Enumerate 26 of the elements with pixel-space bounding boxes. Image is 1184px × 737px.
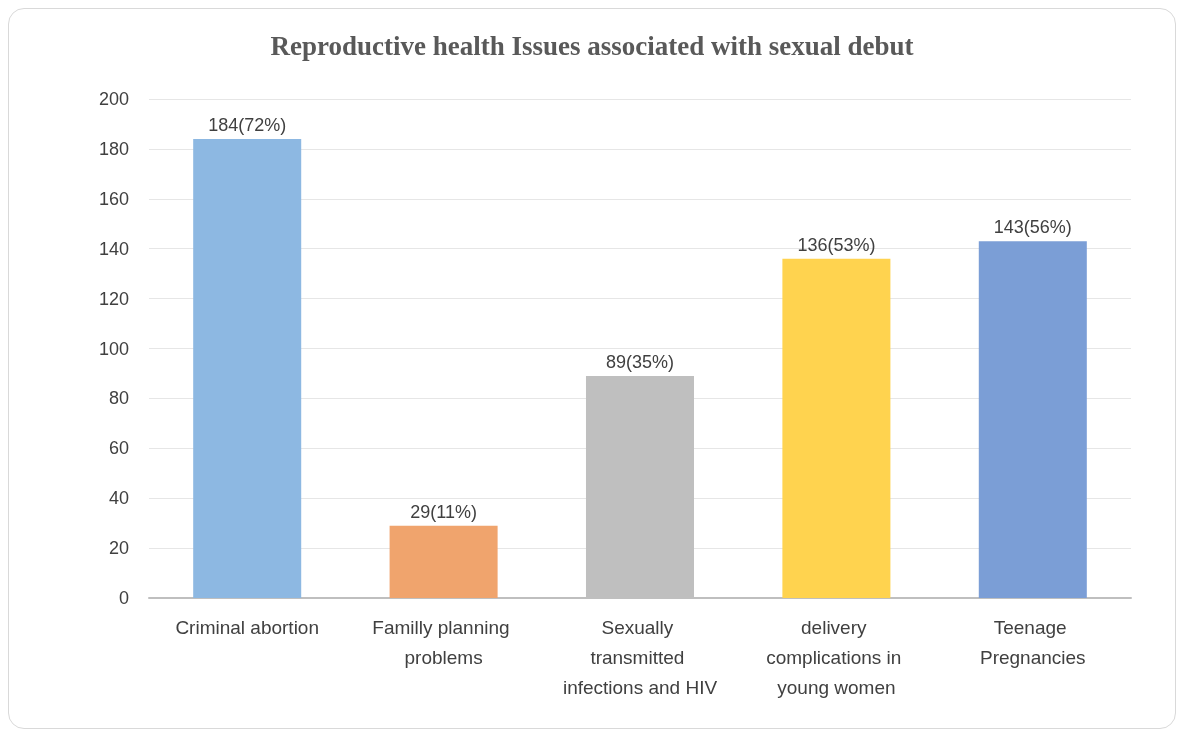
x-tick-label: Familly planning problems (372, 616, 515, 668)
data-label: 136(53%) (797, 234, 876, 255)
y-tick-label: 140 (98, 238, 129, 259)
bar (782, 258, 891, 598)
data-label: 143(56%) (993, 217, 1072, 238)
x-tick-label: delivery complications in young women (766, 616, 907, 698)
y-tick-label: 200 (98, 89, 129, 109)
y-tick-label: 40 (108, 488, 129, 509)
bar (193, 138, 302, 598)
bar (978, 241, 1087, 598)
y-tick-label: 180 (98, 138, 129, 159)
y-tick-label: 160 (98, 188, 129, 209)
y-tick-label: 100 (98, 338, 129, 359)
data-label: 89(35%) (605, 351, 675, 372)
y-tick-label: 20 (108, 538, 129, 559)
x-tick-label: Sexually transmitted infections and HIV (562, 616, 718, 698)
y-tick-label: 0 (118, 588, 129, 608)
data-label: 184(72%) (208, 114, 287, 135)
bar (389, 525, 498, 598)
y-tick-label: 80 (108, 388, 129, 409)
y-tick-label: 60 (108, 438, 129, 459)
x-tick-label: Criminal abortion (175, 616, 320, 638)
chart-title: Reproductive health Issues associated with sexual debut (270, 30, 914, 61)
x-tick-label: Teenage Pregnancies (979, 616, 1086, 668)
y-tick-label: 120 (98, 288, 129, 309)
data-label: 29(11%) (410, 501, 477, 522)
